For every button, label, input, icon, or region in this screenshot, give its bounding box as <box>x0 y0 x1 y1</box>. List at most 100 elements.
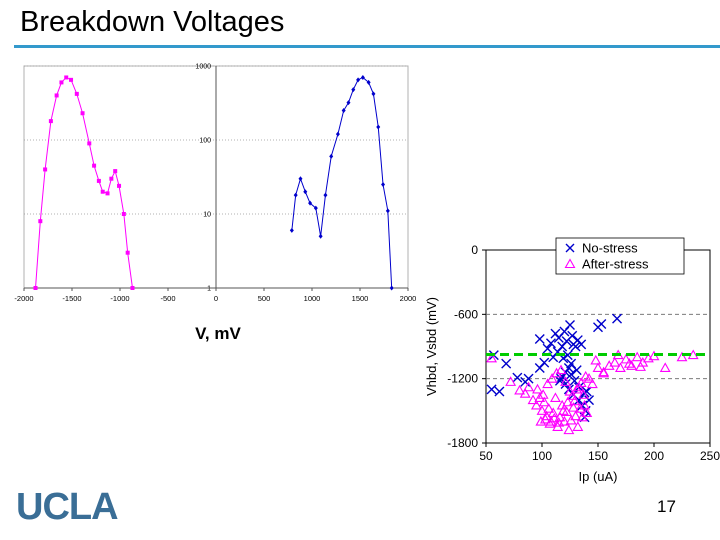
x-tick-label: 2000 <box>400 294 417 303</box>
slide-number: 17 <box>657 497 676 516</box>
data-point-negative <box>69 77 74 82</box>
x-tick-label: -500 <box>160 294 175 303</box>
y-tick-label: 0 <box>471 243 478 257</box>
y-axis-label: Vhbd, Vsbd (mV) <box>424 297 439 396</box>
legend-marker-no-stress <box>565 243 575 253</box>
data-point-after-stress <box>535 415 547 426</box>
y-tick-label: 10 <box>203 212 211 219</box>
data-point-no-stress <box>596 318 607 329</box>
legend-marker-after-stress <box>564 258 576 269</box>
legend-label: No-stress <box>582 241 638 256</box>
data-point-positive <box>318 233 323 239</box>
data-point-after-stress <box>581 407 593 418</box>
data-point-no-stress <box>534 362 545 373</box>
data-point-no-stress <box>545 338 556 349</box>
data-point-positive <box>385 208 390 214</box>
data-point-after-stress <box>548 412 560 423</box>
data-point-positive <box>303 189 308 195</box>
data-point-negative <box>38 219 43 224</box>
x-tick-label: 1000 <box>304 294 321 303</box>
data-point-after-stress <box>631 351 643 362</box>
data-point-after-stress <box>532 383 543 394</box>
data-point-after-stress <box>537 389 549 399</box>
data-point-no-stress <box>501 358 512 369</box>
data-point-after-stress <box>590 354 602 365</box>
data-point-negative <box>100 189 105 194</box>
x-tick-label: 0 <box>214 294 218 303</box>
data-point-after-stress <box>571 383 583 394</box>
data-point-positive <box>360 74 365 80</box>
data-point-positive <box>371 91 376 97</box>
data-point-negative <box>64 75 69 80</box>
x-tick-label: 100 <box>532 449 552 463</box>
data-point-no-stress <box>612 313 623 324</box>
data-point-negative <box>105 191 110 196</box>
data-point-positive <box>341 108 346 114</box>
data-point-no-stress <box>569 375 580 386</box>
data-point-after-stress <box>551 367 563 378</box>
data-point-after-stress <box>505 376 517 386</box>
data-point-after-stress <box>546 373 558 383</box>
data-point-after-stress <box>539 413 551 424</box>
data-point-after-stress <box>549 392 561 403</box>
data-point-after-stress <box>562 396 574 407</box>
data-point-positive <box>313 205 318 211</box>
data-point-after-stress <box>560 376 571 386</box>
data-point-no-stress <box>542 343 553 354</box>
data-point-positive <box>376 124 381 130</box>
data-point-negative <box>113 169 118 174</box>
data-point-no-stress <box>562 350 573 361</box>
data-point-negative <box>87 141 92 146</box>
data-point-after-stress <box>538 396 550 407</box>
data-point-after-stress <box>572 421 584 431</box>
x-tick-label: 150 <box>588 449 608 463</box>
data-point-no-stress <box>486 384 497 395</box>
data-point-after-stress <box>569 395 580 406</box>
ucla-logo: UCLA <box>16 486 119 528</box>
data-point-after-stress <box>626 360 638 370</box>
data-point-after-stress <box>592 362 604 372</box>
data-point-positive <box>389 285 394 291</box>
data-point-no-stress <box>534 333 545 344</box>
data-point-after-stress <box>609 356 621 367</box>
data-point-negative <box>80 111 85 116</box>
data-point-after-stress <box>623 358 635 368</box>
data-point-negative <box>74 91 79 96</box>
data-point-positive <box>366 79 371 85</box>
breakdown-voltage-chart: 1 10 100 1000 -2000 -1500 -1000 -500 0 500 1000 150… <box>14 64 417 344</box>
data-point-positive <box>356 77 361 83</box>
data-point-after-stress <box>553 417 565 427</box>
data-point-no-stress <box>512 372 523 383</box>
data-point-no-stress <box>494 386 505 397</box>
y-tick-label: -1800 <box>447 436 478 450</box>
y-tick-label: 1000 <box>195 64 211 71</box>
plot-area <box>485 249 711 444</box>
data-point-after-stress <box>542 378 554 389</box>
title-divider <box>14 45 720 48</box>
legend-label: After-stress <box>582 257 649 272</box>
data-point-after-stress <box>567 401 579 412</box>
data-point-no-stress <box>566 369 577 380</box>
x-tick-label: -1000 <box>110 294 129 303</box>
data-point-negative <box>33 286 38 290</box>
data-point-no-stress <box>567 330 578 341</box>
data-point-positive <box>346 100 351 106</box>
x-axis-label: Ip (uA) <box>578 469 617 484</box>
y-tick-label: 100 <box>199 138 211 145</box>
data-point-no-stress <box>554 375 565 386</box>
data-point-after-stress <box>514 384 526 395</box>
data-point-after-stress <box>620 353 632 364</box>
data-point-after-stress <box>566 390 578 400</box>
data-point-no-stress <box>581 386 592 397</box>
data-point-negative <box>96 178 101 183</box>
data-point-after-stress <box>543 403 555 413</box>
data-point-positive <box>329 153 334 159</box>
data-point-positive <box>293 192 298 198</box>
data-point-positive <box>323 192 328 198</box>
data-point-after-stress <box>534 392 546 403</box>
data-point-negative <box>130 286 135 290</box>
data-point-after-stress <box>575 377 587 388</box>
data-point-after-stress <box>577 389 589 399</box>
data-point-negative <box>54 93 59 98</box>
y-tick-label: -1200 <box>447 372 478 386</box>
